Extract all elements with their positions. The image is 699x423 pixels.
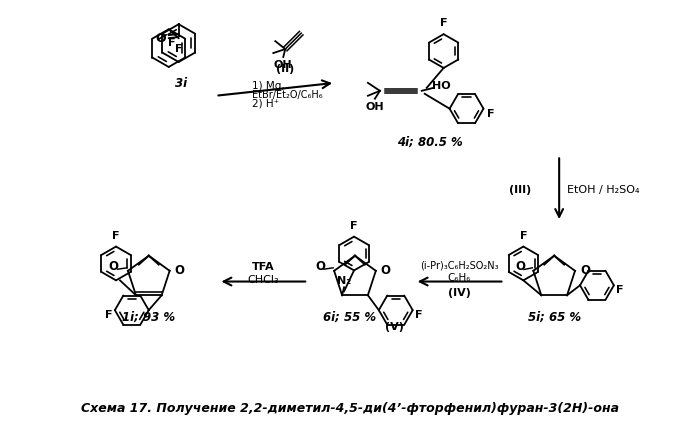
Text: F: F — [616, 285, 624, 295]
Text: 6i; 55 %: 6i; 55 % — [324, 311, 377, 324]
Text: OH: OH — [366, 102, 384, 112]
Text: HO: HO — [432, 81, 451, 91]
Text: O: O — [580, 264, 590, 277]
Text: F: F — [175, 44, 182, 54]
Text: 2) H⁺: 2) H⁺ — [252, 99, 280, 109]
Text: (II): (II) — [276, 64, 294, 74]
Text: F: F — [113, 231, 120, 241]
Text: C₆H₆: C₆H₆ — [448, 272, 471, 283]
Text: O: O — [155, 32, 166, 45]
Text: F: F — [350, 221, 358, 231]
Text: O: O — [515, 260, 525, 273]
Text: TFA: TFA — [252, 262, 275, 272]
Text: (V): (V) — [385, 322, 404, 332]
Text: F: F — [105, 310, 113, 320]
Text: F: F — [415, 310, 422, 320]
Text: 1i; 93 %: 1i; 93 % — [122, 311, 175, 324]
Text: F: F — [487, 109, 494, 118]
Text: OH: OH — [274, 60, 293, 70]
Text: EtOH / H₂SO₄: EtOH / H₂SO₄ — [567, 185, 640, 195]
Text: F: F — [168, 38, 175, 48]
Text: 3i: 3i — [175, 77, 187, 90]
Text: F: F — [519, 231, 527, 241]
Text: Схема 17. Получение 2,2-диметил-4,5-ди(4’-фторфенил)фуран-3(2H)-она: Схема 17. Получение 2,2-диметил-4,5-ди(4… — [81, 402, 619, 415]
Text: 1) Mg,: 1) Mg, — [252, 81, 285, 91]
Text: (IV): (IV) — [448, 288, 471, 299]
Text: O: O — [315, 260, 325, 273]
Text: N₂: N₂ — [337, 276, 351, 286]
Text: O: O — [175, 264, 185, 277]
Text: F: F — [440, 18, 447, 28]
Text: O: O — [109, 260, 119, 273]
Text: (III): (III) — [509, 185, 531, 195]
Text: (i-Pr)₃C₆H₂SO₂N₃: (i-Pr)₃C₆H₂SO₂N₃ — [420, 261, 499, 271]
Text: O: O — [381, 264, 391, 277]
Text: CHCl₃: CHCl₃ — [247, 275, 279, 285]
Text: EtBr/Et₂O/C₆H₆: EtBr/Et₂O/C₆H₆ — [252, 90, 323, 100]
Text: 5i; 65 %: 5i; 65 % — [528, 311, 581, 324]
Text: 4i; 80.5 %: 4i; 80.5 % — [397, 136, 463, 149]
